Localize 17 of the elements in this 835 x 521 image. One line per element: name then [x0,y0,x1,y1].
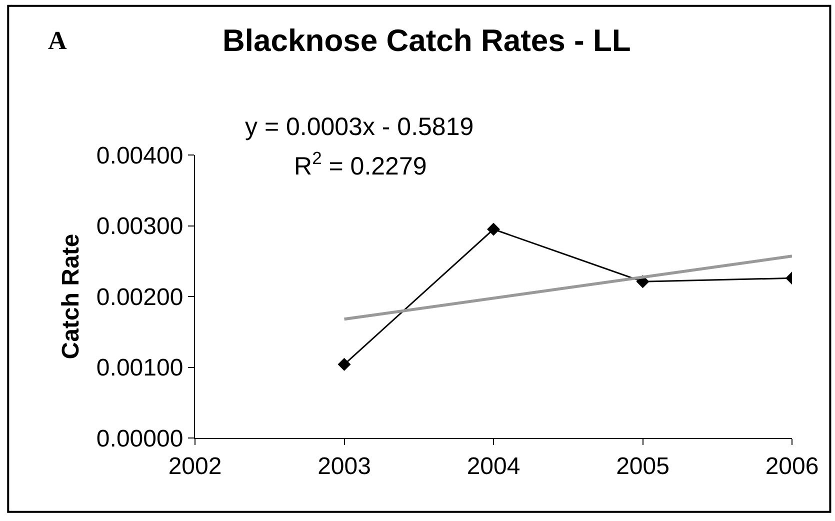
x-tick-label: 2003 [318,452,371,480]
y-tick-label: 0.00200 [96,284,184,311]
text: y = 0.0003x - 0.5819 [245,113,474,141]
y-tick-label: 0.00300 [96,213,184,240]
point [338,358,351,371]
chart-title: Blacknose Catch Rates - LL [222,22,631,58]
x-tick-label: 2002 [168,452,222,480]
y-tick-label: 0.00400 [96,142,184,170]
text: A [48,26,67,55]
y-tick-label: 0.00100 [96,354,184,382]
x-tick-label: 2006 [765,452,819,480]
annotation: R$^{2}$ = 0.2279 [294,148,427,180]
x-tick-label: 2005 [616,452,670,480]
x-tick-label: 2004 [466,452,520,480]
y-tick-label: 0.00000 [96,425,184,452]
point [487,222,500,236]
y-axis-title: Catch Rate [58,234,85,360]
